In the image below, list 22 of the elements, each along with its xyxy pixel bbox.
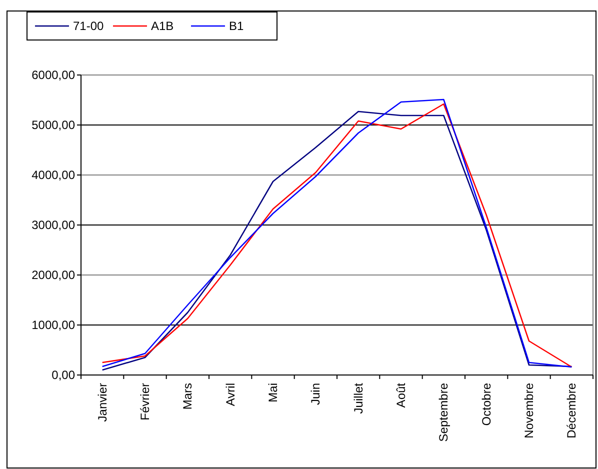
y-tick-label: 0,00 xyxy=(52,368,76,382)
x-tick-label: Mai xyxy=(266,383,280,402)
y-tick-label: 2000,00 xyxy=(32,268,76,282)
x-tick-label: Juin xyxy=(308,383,323,406)
y-tick-label: 3000,00 xyxy=(32,218,76,232)
x-tick-label: Avril xyxy=(223,383,238,406)
x-tick-label: Novembre xyxy=(522,382,536,438)
legend-label: 71-00 xyxy=(73,19,104,34)
y-tick-label: 5000,00 xyxy=(32,118,76,132)
x-tick-label: Septembre xyxy=(436,382,451,442)
x-tick-label: Octobre xyxy=(479,382,494,426)
x-tick-label: Février xyxy=(138,383,152,420)
y-tick-label: 4000,00 xyxy=(32,168,76,182)
y-tick-label: 6000,00 xyxy=(32,68,76,82)
x-tick-label: Mars xyxy=(180,383,195,410)
x-tick-label: Décembre xyxy=(564,382,579,438)
x-tick-label: Juillet xyxy=(351,382,366,414)
x-tick-label: Janvier xyxy=(95,383,110,422)
legend-label: A1B xyxy=(151,19,174,34)
y-tick-label: 1000,00 xyxy=(32,318,76,332)
legend-label: B1 xyxy=(229,19,244,34)
x-tick-label: Août xyxy=(394,382,408,408)
